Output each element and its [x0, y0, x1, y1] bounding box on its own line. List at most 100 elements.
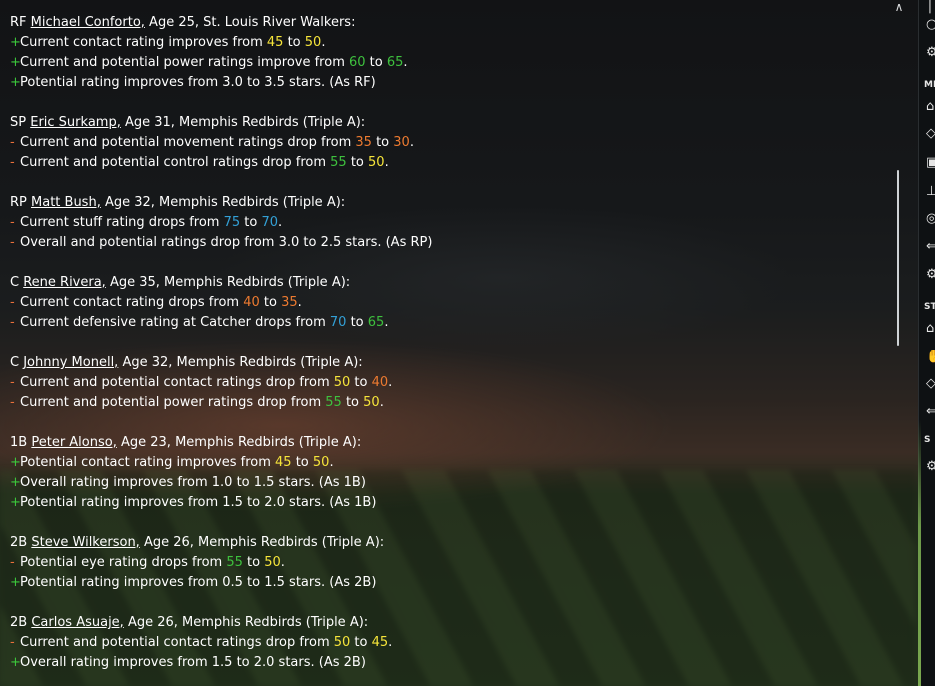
card-icon[interactable]: ▣: [926, 156, 935, 170]
gear-icon[interactable]: ⚙: [926, 460, 935, 474]
globe-icon[interactable]: ◎: [926, 212, 935, 226]
player-info: Age 35, Memphis Redbirds (Triple A):: [105, 275, 351, 290]
change-text: Current defensive rating at Catcher drop…: [20, 315, 330, 330]
old-rating-value: 35: [355, 135, 372, 150]
rating-change-line: +Current contact rating improves from 45…: [10, 33, 890, 53]
old-rating-value: 75: [223, 215, 241, 230]
drop-sign: -: [10, 215, 15, 230]
rating-change-line: +Current and potential power ratings imp…: [10, 53, 890, 73]
scroll-up-icon[interactable]: ∧: [894, 0, 904, 14]
back-icon[interactable]: ⇐: [926, 405, 935, 419]
player-entry: C Rene Rivera, Age 35, Memphis Redbirds …: [10, 273, 890, 333]
hand-icon[interactable]: ✋: [926, 350, 935, 364]
change-text: Current and potential control ratings dr…: [20, 155, 331, 170]
tag-icon[interactable]: ◇: [926, 377, 935, 391]
upload-icon[interactable]: ⊥: [926, 185, 935, 199]
player-name-link[interactable]: Eric Surkamp,: [30, 115, 121, 130]
tag-icon[interactable]: ◇: [926, 127, 935, 141]
drop-sign: -: [10, 155, 15, 170]
old-rating-value: 40: [243, 295, 260, 310]
rating-change-line: +Potential rating improves from 0.5 to 1…: [10, 573, 890, 593]
gear-icon[interactable]: ⚙: [926, 268, 935, 282]
sidebar-section-label: ST: [924, 302, 935, 312]
drop-sign: -: [10, 635, 15, 650]
drop-sign: -: [10, 295, 15, 310]
player-name-link[interactable]: Steve Wilkerson,: [31, 535, 140, 550]
improve-sign: +: [10, 495, 21, 510]
drop-sign: -: [10, 235, 15, 250]
right-sidebar: [918, 0, 935, 686]
home-icon[interactable]: ⌂: [926, 100, 935, 114]
change-text: to: [259, 295, 282, 310]
improve-sign: +: [10, 55, 21, 70]
player-name-link[interactable]: Rene Rivera,: [23, 275, 106, 290]
player-header: 1B Peter Alonso, Age 23, Memphis Redbird…: [10, 433, 890, 453]
change-text: Potential contact rating improves from: [20, 455, 276, 470]
change-text: to: [371, 135, 394, 150]
improve-sign: +: [10, 75, 21, 90]
player-name-link[interactable]: Michael Conforto,: [30, 15, 145, 30]
change-text: to: [291, 455, 313, 470]
player-entry: RF Michael Conforto, Age 25, St. Louis R…: [10, 13, 890, 93]
drop-sign: -: [10, 395, 15, 410]
improve-sign: +: [10, 475, 21, 490]
rating-change-line: - Potential eye rating drops from 55 to 5…: [10, 553, 890, 573]
change-text: Current and potential power ratings impr…: [20, 55, 349, 70]
menu-icon[interactable]: │: [926, 0, 934, 14]
player-name-link[interactable]: Matt Bush,: [31, 195, 101, 210]
improve-sign: +: [10, 455, 21, 470]
new-rating-value: 50: [264, 555, 281, 570]
change-text: .: [329, 455, 334, 470]
rating-change-line: +Potential rating improves from 1.5 to 2…: [10, 493, 890, 513]
player-name-link[interactable]: Peter Alonso,: [31, 435, 117, 450]
back-icon[interactable]: ⇐: [926, 240, 935, 254]
rating-change-line: +Overall rating improves from 1.0 to 1.5…: [10, 473, 890, 493]
player-entry: 2B Carlos Asuaje, Age 26, Memphis Redbir…: [10, 613, 890, 673]
change-text: Current and potential contact ratings dr…: [20, 375, 334, 390]
circle-icon[interactable]: ○: [926, 18, 935, 32]
rating-change-line: - Current and potential control ratings d…: [10, 153, 890, 173]
change-text: to: [242, 555, 265, 570]
player-entry: C Johnny Monell, Age 32, Memphis Redbird…: [10, 353, 890, 413]
player-entry: 2B Steve Wilkerson, Age 26, Memphis Redb…: [10, 533, 890, 593]
old-rating-value: 45: [275, 455, 292, 470]
improve-sign: +: [10, 35, 21, 50]
rating-change-line: - Current and potential movement ratings …: [10, 133, 890, 153]
sidebar-section-label: MI: [924, 80, 935, 90]
home-icon[interactable]: ⌂: [926, 322, 935, 336]
new-rating-value: 50: [304, 35, 322, 50]
new-rating-value: 45: [371, 635, 389, 650]
old-rating-value: 55: [325, 395, 342, 410]
player-entry: RP Matt Bush, Age 32, Memphis Redbirds (…: [10, 193, 890, 253]
player-header: C Rene Rivera, Age 35, Memphis Redbirds …: [10, 273, 890, 293]
old-rating-value: 50: [333, 635, 351, 650]
player-header: RF Michael Conforto, Age 25, St. Louis R…: [10, 13, 890, 33]
gear-icon[interactable]: ⚙: [926, 46, 935, 60]
rating-change-line: - Current and potential contact ratings d…: [10, 373, 890, 393]
player-name-link[interactable]: Carlos Asuaje,: [31, 615, 124, 630]
player-info: Age 25, St. Louis River Walkers:: [144, 15, 356, 30]
sidebar-section-label: S: [924, 435, 931, 445]
old-rating-value: 70: [329, 315, 347, 330]
player-position: 1B: [10, 435, 28, 450]
sidebar-accent-line: [918, 420, 921, 686]
change-text: Overall rating improves from 1.0 to 1.5 …: [20, 475, 366, 490]
player-name-link[interactable]: Johnny Monell,: [23, 355, 119, 370]
old-rating-value: 55: [226, 555, 243, 570]
drop-sign: -: [10, 135, 15, 150]
player-header: 2B Steve Wilkerson, Age 26, Memphis Redb…: [10, 533, 890, 553]
player-position: 2B: [10, 615, 28, 630]
drop-sign: -: [10, 315, 15, 330]
scrollbar-thumb[interactable]: [897, 170, 899, 346]
player-info: Age 31, Memphis Redbirds (Triple A):: [120, 115, 366, 130]
change-text: Overall rating improves from 1.5 to 2.0 …: [20, 655, 366, 670]
old-rating-value: 45: [266, 35, 284, 50]
change-text: to: [346, 155, 369, 170]
rating-change-line: - Current defensive rating at Catcher dro…: [10, 313, 890, 333]
rating-change-line: - Overall and potential ratings drop from…: [10, 233, 890, 253]
change-text: to: [350, 635, 372, 650]
change-text: Current stuff rating drops from: [20, 215, 224, 230]
new-rating-value: 50: [368, 155, 385, 170]
change-text: to: [341, 395, 364, 410]
rating-change-line: - Current stuff rating drops from 75 to 7…: [10, 213, 890, 233]
